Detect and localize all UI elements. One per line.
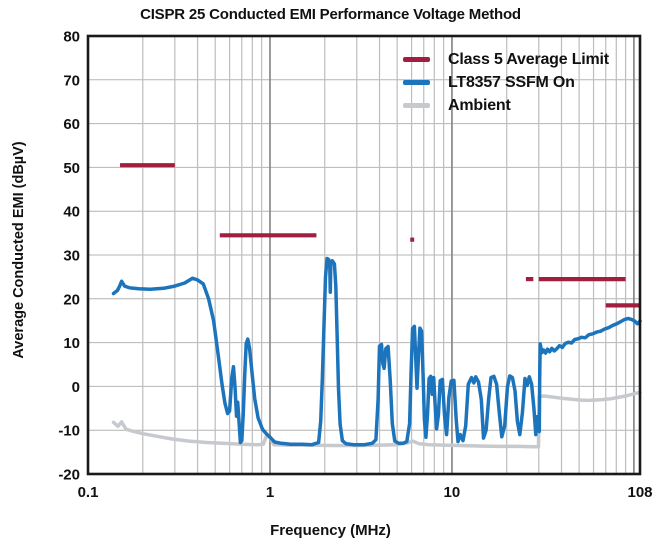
svg-text:-10: -10 (58, 423, 80, 440)
plot-border (86, 34, 642, 476)
svg-text:10: 10 (63, 335, 80, 352)
legend-label-class5-limit: Class 5 Average Limit (448, 50, 609, 68)
legend: Class 5 Average Limit LT8357 SSFM On Amb… (403, 48, 609, 117)
legend-item-lt8357: LT8357 SSFM On (403, 71, 609, 94)
y-tick-labels: 80 70 60 50 40 30 20 10 0 -10 -20 (58, 29, 80, 484)
series-ambient (111, 390, 642, 449)
x-axis-title: Frequency (MHz) (270, 522, 391, 539)
legend-label-ambient: Ambient (448, 96, 511, 114)
svg-text:10: 10 (444, 484, 461, 501)
lt8357-swatch-icon (403, 80, 430, 85)
series-lt8357-ssfm-on (111, 256, 642, 447)
svg-text:70: 70 (63, 72, 80, 89)
svg-text:1: 1 (266, 484, 274, 501)
svg-text:50: 50 (63, 160, 80, 177)
ambient-swatch-icon (403, 103, 430, 108)
legend-item-ambient: Ambient (403, 94, 609, 117)
svg-text:80: 80 (63, 29, 80, 46)
svg-text:30: 30 (63, 248, 80, 265)
svg-text:0: 0 (72, 379, 80, 396)
class5-limit-swatch-icon (403, 57, 430, 62)
svg-text:60: 60 (63, 116, 80, 133)
svg-text:0.1: 0.1 (78, 484, 99, 501)
svg-text:40: 40 (63, 204, 80, 221)
chart-title: CISPR 25 Conducted EMI Performance Volta… (140, 6, 521, 23)
gridlines (88, 36, 640, 474)
x-tick-labels: 0.1 1 10 108 (78, 484, 653, 501)
legend-label-lt8357: LT8357 SSFM On (448, 73, 575, 91)
svg-text:108: 108 (627, 484, 652, 501)
series-class-5-average-limit (120, 163, 640, 308)
legend-item-class5-limit: Class 5 Average Limit (403, 48, 609, 71)
svg-text:20: 20 (63, 291, 80, 308)
svg-text:-20: -20 (58, 467, 80, 484)
